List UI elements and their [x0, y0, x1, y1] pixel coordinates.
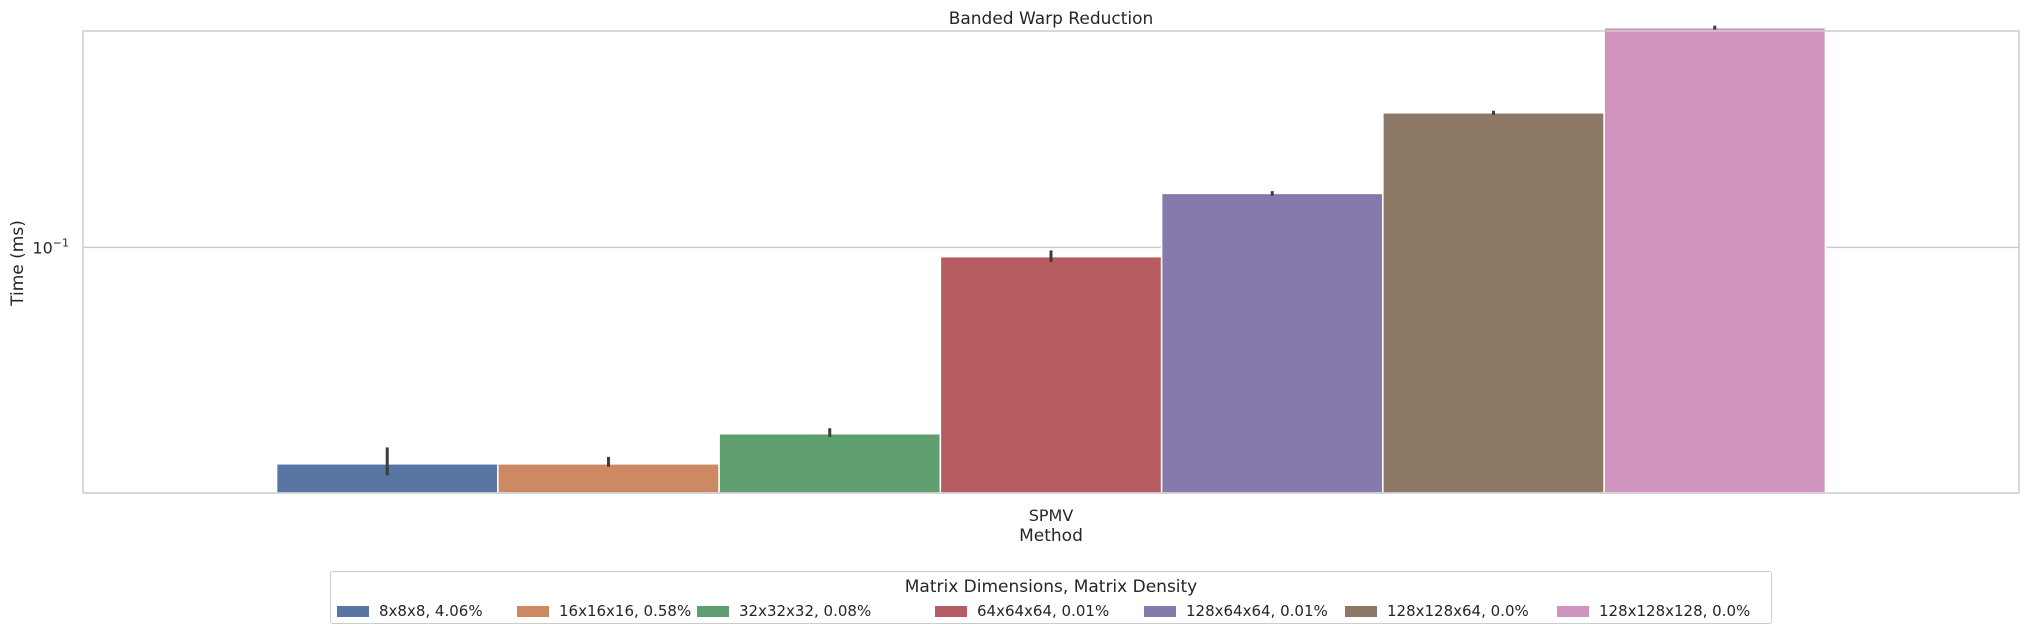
- plot-frame: [82, 30, 2020, 494]
- legend-label: 128x64x64, 0.01%: [1186, 602, 1328, 620]
- x-tick-label: SPMV: [1029, 506, 1074, 525]
- legend-swatch: [1144, 605, 1176, 617]
- legend-swatch: [517, 605, 549, 617]
- bar: [1603, 26, 1827, 494]
- legend-swatch: [1557, 605, 1589, 617]
- legend-item: 128x128x128, 0.0%: [1557, 601, 1750, 621]
- legend-item: 128x64x64, 0.01%: [1144, 601, 1328, 621]
- legend-label: 8x8x8, 4.06%: [379, 602, 483, 620]
- y-tick-label: 10−1: [32, 236, 69, 257]
- legend-swatch: [935, 605, 967, 617]
- plot-area: 10−1 SPMV: [32, 25, 2020, 525]
- legend-swatch: [337, 605, 369, 617]
- legend-item: 32x32x32, 0.08%: [697, 601, 871, 621]
- y-axis-label: Time (ms): [8, 220, 28, 307]
- legend-label: 32x32x32, 0.08%: [739, 602, 872, 620]
- legend: Matrix Dimensions, Matrix Density 8x8x8,…: [330, 571, 1772, 624]
- legend-title: Matrix Dimensions, Matrix Density: [904, 577, 1198, 597]
- legend-swatch: [697, 605, 729, 617]
- legend-swatch: [1345, 605, 1377, 617]
- legend-label: 64x64x64, 0.01%: [977, 602, 1110, 620]
- x-axis-label: Method: [1019, 526, 1083, 546]
- bar: [497, 463, 720, 494]
- legend-item: 16x16x16, 0.58%: [517, 601, 691, 621]
- legend-label: 128x128x128, 0.0%: [1599, 602, 1751, 620]
- bar: [718, 432, 942, 494]
- bar: [939, 255, 1163, 494]
- legend-label: 128x128x64, 0.0%: [1387, 602, 1529, 620]
- legend-item: 128x128x64, 0.0%: [1345, 601, 1529, 621]
- legend-item: 8x8x8, 4.06%: [337, 601, 483, 621]
- legend-label: 16x16x16, 0.58%: [559, 602, 692, 620]
- bar: [1160, 192, 1384, 494]
- chart-title: Banded Warp Reduction: [949, 9, 1154, 29]
- bar: [1382, 112, 1605, 494]
- legend-item: 64x64x64, 0.01%: [935, 601, 1109, 621]
